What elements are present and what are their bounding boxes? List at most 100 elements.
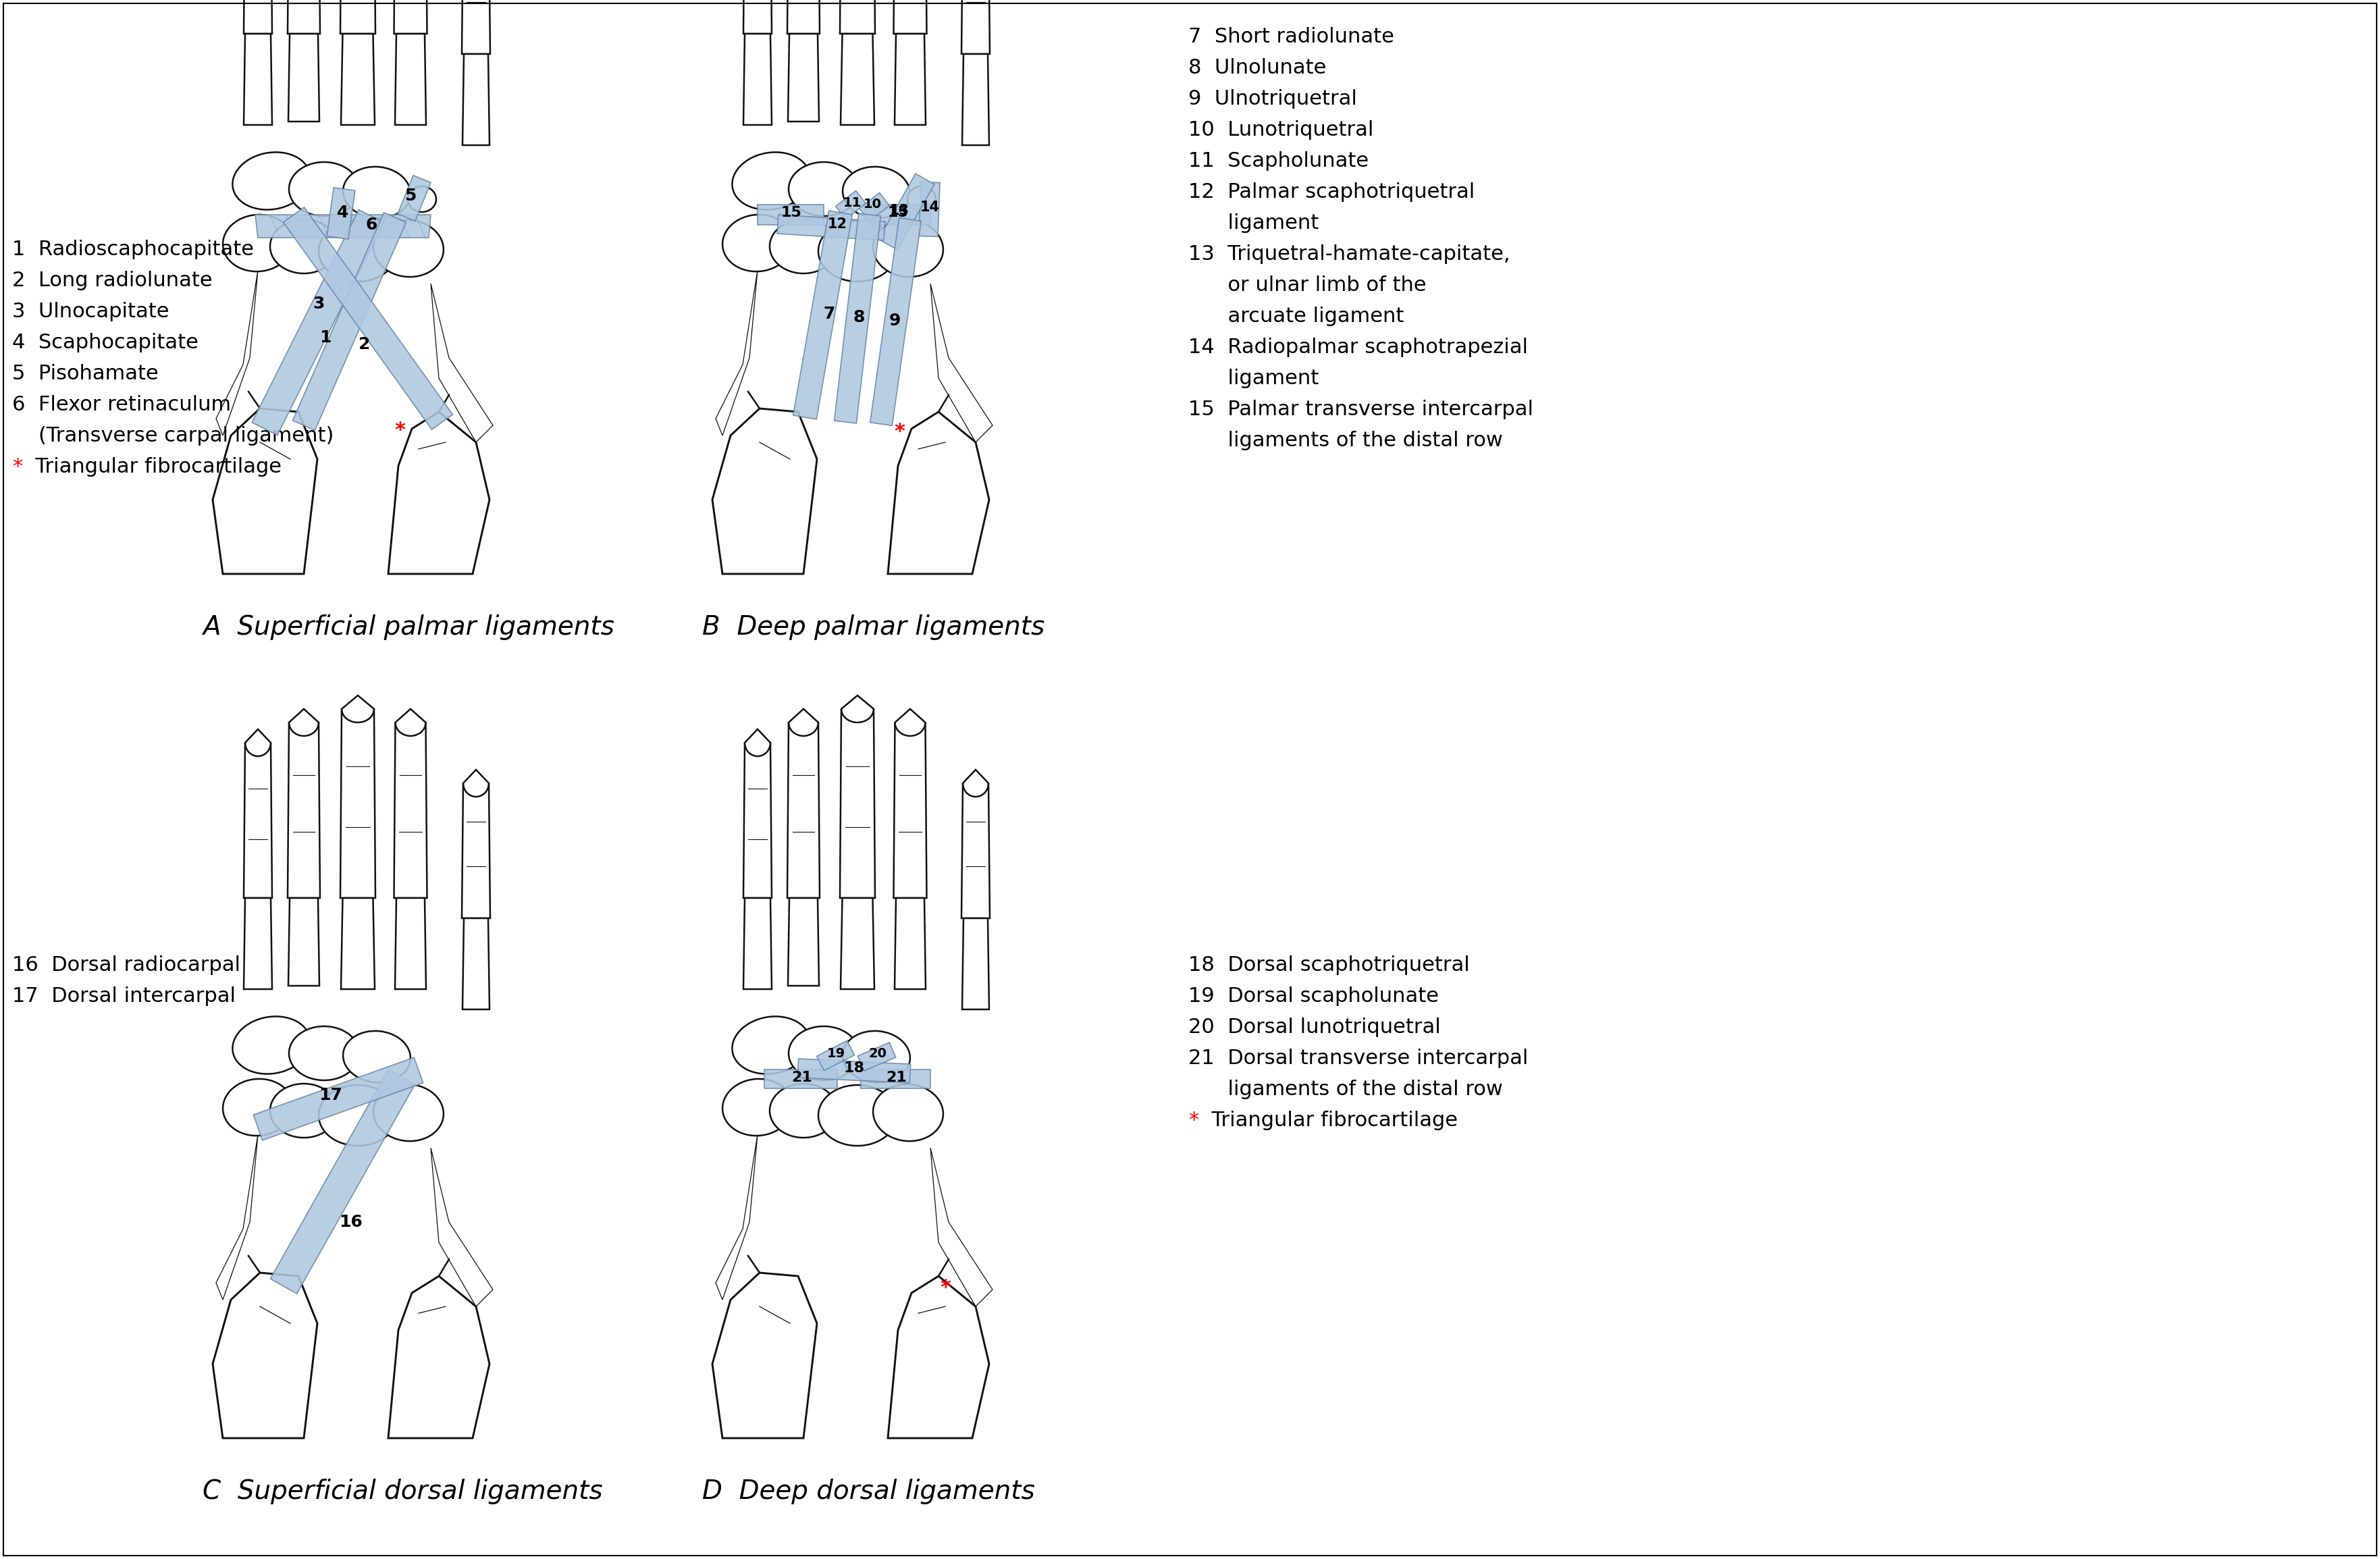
Polygon shape bbox=[871, 218, 921, 426]
Text: 15  Palmar transverse intercarpal: 15 Palmar transverse intercarpal bbox=[1188, 399, 1533, 419]
Text: or ulnar limb of the: or ulnar limb of the bbox=[1188, 276, 1426, 295]
Polygon shape bbox=[395, 709, 426, 898]
Ellipse shape bbox=[374, 1085, 443, 1141]
Text: 2  Long radiolunate: 2 Long radiolunate bbox=[12, 271, 212, 290]
Text: 11  Scapholunate: 11 Scapholunate bbox=[1188, 151, 1368, 171]
Polygon shape bbox=[288, 709, 319, 898]
Text: 6: 6 bbox=[367, 217, 376, 232]
Polygon shape bbox=[388, 412, 490, 574]
Text: 2: 2 bbox=[359, 337, 371, 352]
Polygon shape bbox=[743, 730, 771, 898]
Polygon shape bbox=[962, 0, 990, 55]
Text: 12: 12 bbox=[828, 217, 847, 231]
Text: *: * bbox=[12, 457, 21, 477]
Ellipse shape bbox=[343, 1030, 409, 1082]
Polygon shape bbox=[931, 1147, 992, 1306]
Ellipse shape bbox=[224, 215, 293, 271]
Polygon shape bbox=[340, 695, 376, 898]
Polygon shape bbox=[835, 190, 866, 220]
Text: 15: 15 bbox=[781, 206, 802, 220]
Polygon shape bbox=[712, 1272, 816, 1437]
Polygon shape bbox=[288, 898, 319, 985]
Polygon shape bbox=[816, 1041, 854, 1071]
Polygon shape bbox=[243, 730, 271, 898]
Polygon shape bbox=[835, 214, 881, 424]
Text: B  Deep palmar ligaments: B Deep palmar ligaments bbox=[702, 614, 1045, 641]
Polygon shape bbox=[788, 34, 819, 122]
Polygon shape bbox=[743, 898, 771, 988]
Polygon shape bbox=[788, 0, 819, 34]
Text: ligaments of the distal row: ligaments of the distal row bbox=[1188, 1080, 1502, 1099]
Polygon shape bbox=[388, 1277, 490, 1437]
Ellipse shape bbox=[343, 167, 409, 218]
Polygon shape bbox=[878, 173, 935, 249]
Polygon shape bbox=[962, 918, 990, 1009]
Polygon shape bbox=[397, 175, 431, 221]
Ellipse shape bbox=[819, 221, 897, 282]
Polygon shape bbox=[252, 1057, 424, 1140]
Text: 5: 5 bbox=[405, 187, 416, 204]
Polygon shape bbox=[340, 34, 374, 125]
Polygon shape bbox=[892, 709, 926, 898]
Polygon shape bbox=[840, 0, 876, 34]
Text: 1: 1 bbox=[319, 329, 331, 346]
Text: 12  Palmar scaphotriquetral: 12 Palmar scaphotriquetral bbox=[1188, 182, 1476, 201]
Text: D  Deep dorsal ligaments: D Deep dorsal ligaments bbox=[702, 1478, 1035, 1504]
Polygon shape bbox=[716, 1135, 757, 1300]
Ellipse shape bbox=[269, 220, 338, 273]
Polygon shape bbox=[716, 270, 757, 435]
Text: 11: 11 bbox=[843, 196, 862, 209]
Text: ligament: ligament bbox=[1188, 368, 1319, 388]
Polygon shape bbox=[243, 898, 271, 988]
Ellipse shape bbox=[907, 187, 935, 212]
Ellipse shape bbox=[319, 1085, 397, 1146]
Text: 3: 3 bbox=[312, 296, 324, 312]
Ellipse shape bbox=[407, 187, 436, 212]
Text: 8: 8 bbox=[852, 309, 864, 326]
Polygon shape bbox=[840, 34, 873, 125]
Text: 13  Triquetral-hamate-capitate,: 13 Triquetral-hamate-capitate, bbox=[1188, 245, 1511, 263]
Polygon shape bbox=[888, 412, 990, 574]
Text: 7  Short radiolunate: 7 Short radiolunate bbox=[1188, 27, 1395, 47]
Ellipse shape bbox=[769, 1084, 838, 1138]
Polygon shape bbox=[962, 770, 990, 918]
Ellipse shape bbox=[374, 220, 443, 278]
Text: 19: 19 bbox=[826, 1048, 845, 1060]
Ellipse shape bbox=[769, 220, 838, 273]
Text: 5  Pisohamate: 5 Pisohamate bbox=[12, 363, 159, 384]
Text: C  Superficial dorsal ligaments: C Superficial dorsal ligaments bbox=[202, 1478, 602, 1504]
Ellipse shape bbox=[788, 1026, 859, 1080]
Text: 10  Lunotriquetral: 10 Lunotriquetral bbox=[1188, 120, 1373, 140]
Polygon shape bbox=[895, 898, 926, 988]
Polygon shape bbox=[243, 0, 271, 34]
Polygon shape bbox=[888, 1277, 990, 1437]
Text: ligament: ligament bbox=[1188, 214, 1319, 232]
Ellipse shape bbox=[269, 1084, 338, 1138]
Polygon shape bbox=[283, 207, 452, 429]
Polygon shape bbox=[243, 34, 271, 125]
Text: A  Superficial palmar ligaments: A Superficial palmar ligaments bbox=[202, 614, 614, 641]
Text: 20: 20 bbox=[869, 1048, 888, 1060]
Text: 3  Ulnocapitate: 3 Ulnocapitate bbox=[12, 302, 169, 321]
Text: 16: 16 bbox=[340, 1214, 362, 1230]
Text: 18  Dorsal scaphotriquetral: 18 Dorsal scaphotriquetral bbox=[1188, 956, 1471, 974]
Polygon shape bbox=[217, 1135, 257, 1300]
Text: 21  Dorsal transverse intercarpal: 21 Dorsal transverse intercarpal bbox=[1188, 1049, 1528, 1068]
Polygon shape bbox=[395, 34, 426, 125]
Polygon shape bbox=[255, 215, 431, 237]
Text: *: * bbox=[940, 1278, 950, 1299]
Text: Triangular fibrocartilage: Triangular fibrocartilage bbox=[1200, 1110, 1459, 1130]
Text: *: * bbox=[895, 422, 904, 441]
Polygon shape bbox=[797, 1059, 912, 1084]
Polygon shape bbox=[743, 0, 771, 34]
Ellipse shape bbox=[733, 153, 809, 210]
Text: 14  Radiopalmar scaphotrapezial: 14 Radiopalmar scaphotrapezial bbox=[1188, 338, 1528, 357]
Polygon shape bbox=[462, 0, 490, 55]
Polygon shape bbox=[840, 695, 876, 898]
Polygon shape bbox=[340, 898, 374, 988]
Text: Triangular fibrocartilage: Triangular fibrocartilage bbox=[21, 457, 281, 477]
Polygon shape bbox=[212, 408, 317, 574]
Polygon shape bbox=[395, 898, 426, 988]
Text: 20  Dorsal lunotriquetral: 20 Dorsal lunotriquetral bbox=[1188, 1018, 1440, 1037]
Ellipse shape bbox=[873, 1085, 942, 1141]
